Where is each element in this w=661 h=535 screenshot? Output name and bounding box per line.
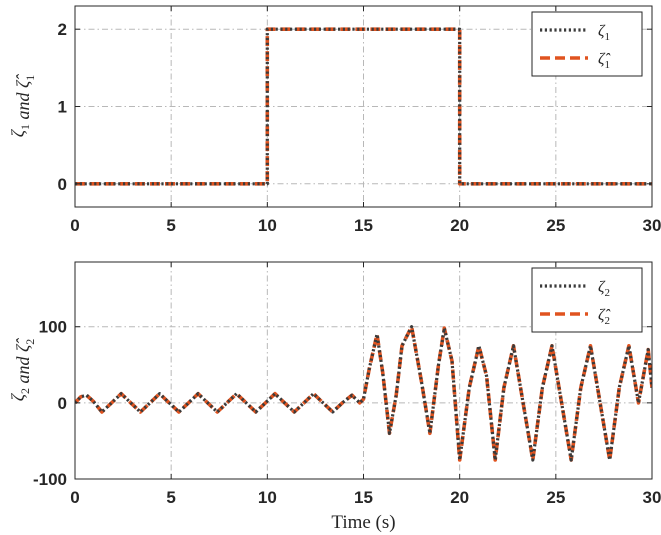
legend-label: ζ1: [598, 23, 610, 43]
series-line-actual: [75, 27, 652, 186]
x-tick-label: 25: [546, 216, 565, 235]
y-axis-label: ζ1 and ζ̂1: [8, 74, 37, 138]
x-tick-label: 0: [70, 488, 79, 507]
y-tick-label: 1: [58, 98, 67, 117]
y-axis-label: ζ2 and ζ̂2: [8, 338, 37, 402]
chart-panel-1: 0 5 10 15 20 25 30 0 1 2 ζ1 and ζ̂1 ζ1ζ̂1: [8, 5, 661, 235]
x-tick-label: 25: [546, 488, 565, 507]
x-tick-label: 0: [70, 216, 79, 235]
legend: ζ1ζ̂1: [531, 11, 643, 77]
x-tick-label: 30: [643, 488, 661, 507]
series-line-actual: [75, 325, 652, 462]
x-tick-label: 30: [643, 216, 661, 235]
x-axis-label: Time (s): [331, 512, 395, 533]
x-tick-label: 5: [166, 216, 175, 235]
x-tick-label: 10: [258, 488, 277, 507]
x-tick-label: 15: [354, 488, 373, 507]
legend-box: [531, 267, 643, 333]
x-tick-label: 20: [450, 216, 469, 235]
legend-box: [531, 11, 643, 77]
x-tick-label: 5: [166, 488, 175, 507]
x-tick-label: 20: [450, 488, 469, 507]
y-tick-label: 0: [58, 394, 67, 413]
y-tick-label: 0: [58, 175, 67, 194]
y-tick-label: -100: [33, 470, 67, 489]
y-tick-label: 2: [58, 20, 67, 39]
y-tick-label: 100: [39, 318, 67, 337]
legend-label: ζ2: [598, 279, 610, 299]
x-tick-label: 10: [258, 216, 277, 235]
x-tick-label: 15: [354, 216, 373, 235]
legend: ζ2ζ̂2: [531, 267, 643, 333]
